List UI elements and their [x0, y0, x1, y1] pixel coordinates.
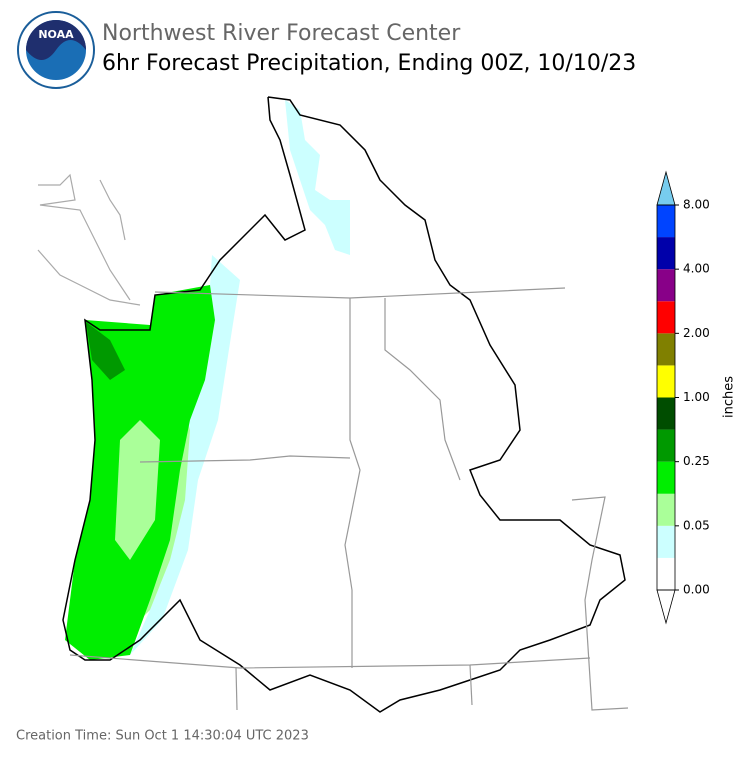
colorbar-tick-label: 8.00 [683, 198, 710, 212]
basin-fill [63, 97, 625, 712]
colorbar-segment [657, 525, 675, 558]
colorbar-segment [657, 333, 675, 366]
colorbar-tick-label: 1.00 [683, 390, 710, 404]
logo-text: NOAA [38, 28, 74, 41]
colorbar-tick-label: 0.00 [683, 583, 710, 597]
coastline [37, 173, 141, 306]
colorbar-segment [657, 557, 675, 590]
colorbar-label: inches [722, 376, 737, 418]
colorbar-segment [657, 461, 675, 494]
logo: NOAA [17, 11, 95, 89]
state-lines [69, 287, 629, 711]
colorbar-segment [657, 269, 675, 302]
colorbar-segment [657, 493, 675, 526]
colorbar-segment [657, 429, 675, 462]
colorbar-segment [657, 237, 675, 270]
precip-heavy [115, 420, 160, 560]
colorbar-segment [657, 397, 675, 430]
basin-outline [62, 96, 626, 713]
creation-time: Creation Time: Sun Oct 1 14:30:04 UTC 20… [16, 729, 309, 744]
precip-light [285, 100, 350, 255]
subtitle: 6hr Forecast Precipitation, Ending 00Z, … [102, 51, 636, 76]
colorbar-tick-label: 2.00 [683, 326, 710, 340]
colorbar-tick-label: 0.25 [683, 454, 710, 468]
title: Northwest River Forecast Center [102, 21, 461, 46]
colorbar-tick-label: 4.00 [683, 262, 710, 276]
map [37, 96, 629, 713]
colorbar-segment [657, 205, 675, 238]
colorbar: 0.00 0.05 0.25 1.00 2.00 4.00 8.00 [656, 170, 710, 625]
precip-very-heavy [86, 322, 125, 380]
colorbar-segment [657, 301, 675, 334]
colorbar-tick-label: 0.05 [683, 518, 710, 532]
colorbar-segment [657, 365, 675, 398]
